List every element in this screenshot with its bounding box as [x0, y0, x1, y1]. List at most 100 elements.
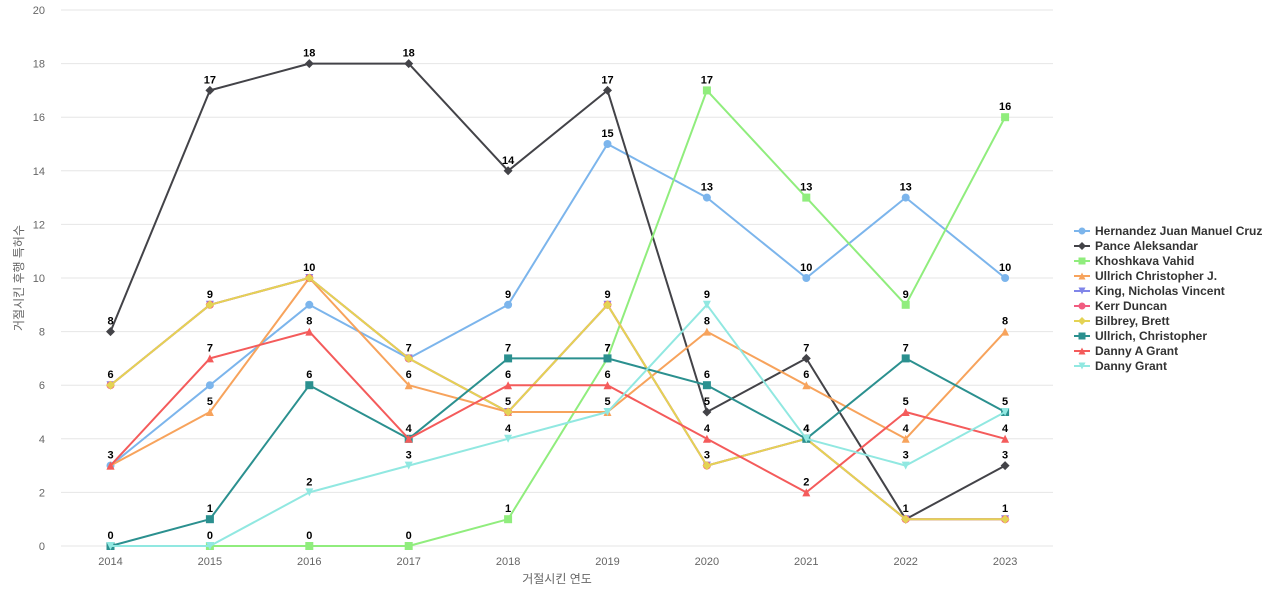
- data-point[interactable]: [702, 381, 711, 390]
- data-label: 18: [403, 48, 415, 60]
- data-point[interactable]: [504, 354, 513, 363]
- data-point[interactable]: [702, 300, 711, 309]
- data-point[interactable]: [901, 514, 911, 524]
- data-point[interactable]: [901, 408, 910, 416]
- data-point[interactable]: [901, 461, 910, 470]
- data-point[interactable]: [304, 59, 314, 69]
- data-point[interactable]: [205, 381, 214, 390]
- data-label: 8: [704, 316, 710, 328]
- data-label: 7: [505, 342, 511, 354]
- data-label: 15: [601, 128, 613, 140]
- data-point[interactable]: [802, 381, 811, 390]
- legend-item[interactable]: Bilbrey, Brett: [1074, 314, 1169, 328]
- legend-item[interactable]: Ullrich, Christopher: [1074, 329, 1207, 343]
- data-point[interactable]: [603, 140, 612, 148]
- data-point[interactable]: [702, 434, 711, 443]
- data-point[interactable]: [702, 461, 712, 471]
- data-point[interactable]: [106, 380, 115, 390]
- data-point[interactable]: [702, 193, 711, 202]
- data-point[interactable]: [901, 300, 910, 309]
- data-point[interactable]: [603, 354, 612, 363]
- legend-label: Kerr Duncan: [1095, 299, 1167, 313]
- legend-item[interactable]: Khoshkava Vahid: [1074, 254, 1194, 268]
- data-label: 9: [505, 289, 511, 301]
- legend-item[interactable]: Hernandez Juan Manuel Cruz: [1074, 224, 1262, 238]
- data-point[interactable]: [503, 166, 513, 176]
- data-point[interactable]: [901, 434, 910, 443]
- data-point[interactable]: [404, 353, 414, 363]
- legend-label: Pance Aleksandar: [1095, 239, 1198, 253]
- data-point[interactable]: [305, 488, 314, 497]
- data-point[interactable]: [603, 300, 612, 310]
- data-point[interactable]: [205, 408, 214, 416]
- series-line: [110, 357, 1006, 547]
- data-point[interactable]: [205, 300, 215, 310]
- data-point[interactable]: [802, 434, 811, 443]
- x-tick-label: 2017: [396, 556, 420, 568]
- data-label: 9: [207, 289, 213, 301]
- data-point[interactable]: [404, 434, 413, 443]
- legend-item[interactable]: Danny Grant: [1074, 359, 1167, 373]
- data-point[interactable]: [305, 300, 314, 309]
- data-point[interactable]: [702, 327, 711, 336]
- legend-item[interactable]: Danny A Grant: [1074, 344, 1178, 358]
- data-point[interactable]: [901, 354, 910, 363]
- data-point[interactable]: [702, 86, 711, 95]
- y-tick-label: 2: [39, 487, 45, 499]
- legend-item[interactable]: Pance Aleksandar: [1074, 239, 1198, 253]
- data-point[interactable]: [106, 542, 115, 550]
- data-point[interactable]: [503, 407, 513, 417]
- data-point[interactable]: [205, 542, 214, 550]
- data-point[interactable]: [504, 515, 513, 524]
- data-point[interactable]: [603, 408, 612, 416]
- data-point[interactable]: [901, 193, 910, 202]
- data-point[interactable]: [1001, 274, 1010, 282]
- data-point[interactable]: [205, 85, 215, 95]
- data-point[interactable]: [106, 461, 115, 470]
- data-point[interactable]: [802, 274, 811, 282]
- legend-item[interactable]: Ullrich Christopher J.: [1074, 269, 1217, 283]
- data-point[interactable]: [1001, 434, 1010, 443]
- data-point[interactable]: [305, 542, 314, 550]
- data-point[interactable]: [802, 193, 811, 202]
- x-tick-label: 2014: [98, 556, 122, 568]
- legend-item[interactable]: King, Nicholas Vincent: [1074, 284, 1225, 298]
- data-point[interactable]: [1001, 113, 1010, 122]
- data-point[interactable]: [603, 381, 612, 390]
- data-point[interactable]: [1000, 514, 1010, 524]
- data-label: 17: [701, 74, 713, 86]
- data-point[interactable]: [205, 354, 214, 363]
- data-point[interactable]: [801, 353, 811, 363]
- data-label: 0: [207, 530, 213, 542]
- data-point[interactable]: [106, 327, 115, 337]
- data-label: 9: [704, 289, 710, 301]
- data-point[interactable]: [404, 381, 413, 390]
- x-tick-label: 2020: [695, 556, 719, 568]
- data-point[interactable]: [603, 85, 612, 95]
- data-label: 4: [803, 423, 810, 435]
- data-label: 2: [803, 476, 809, 488]
- legend-label: Ullrich, Christopher: [1095, 329, 1207, 343]
- data-point[interactable]: [404, 542, 413, 550]
- legend-item[interactable]: Kerr Duncan: [1074, 299, 1167, 313]
- data-point[interactable]: [305, 327, 314, 336]
- data-point[interactable]: [404, 59, 414, 69]
- data-point[interactable]: [304, 273, 314, 283]
- legend-marker: [1078, 272, 1086, 280]
- data-point[interactable]: [305, 381, 314, 390]
- data-label: 6: [107, 369, 113, 381]
- data-point[interactable]: [1001, 408, 1010, 416]
- data-point[interactable]: [702, 407, 712, 417]
- data-point[interactable]: [504, 434, 513, 443]
- data-point[interactable]: [802, 488, 811, 497]
- data-point[interactable]: [205, 515, 214, 524]
- data-point[interactable]: [1000, 461, 1010, 471]
- data-point[interactable]: [1001, 327, 1010, 336]
- x-tick-label: 2016: [297, 556, 321, 568]
- legend-label: Hernandez Juan Manuel Cruz: [1095, 224, 1262, 238]
- data-point[interactable]: [504, 381, 513, 390]
- data-point[interactable]: [504, 300, 513, 309]
- data-point[interactable]: [404, 461, 413, 470]
- legend-label: King, Nicholas Vincent: [1095, 284, 1225, 298]
